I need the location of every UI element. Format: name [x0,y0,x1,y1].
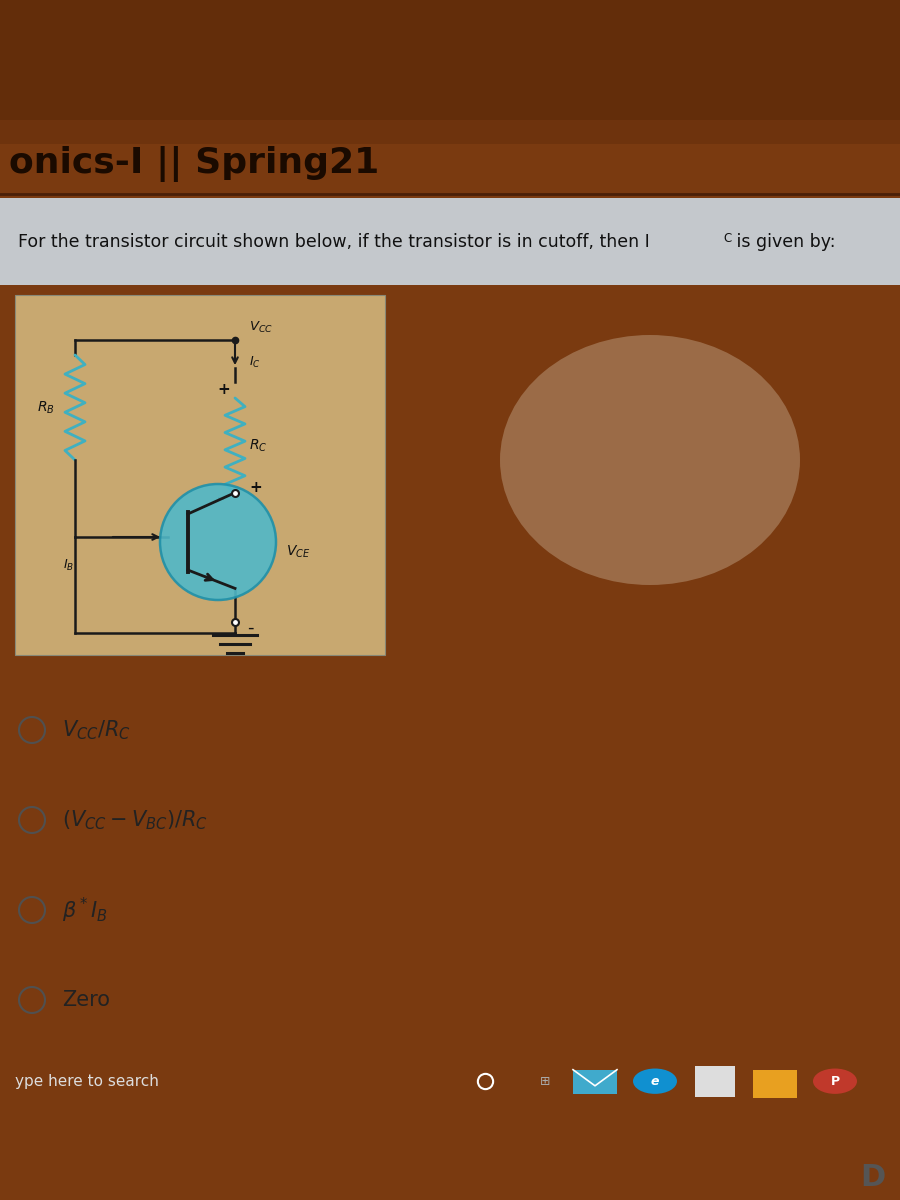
Circle shape [633,1068,677,1094]
Bar [753,1069,797,1098]
Text: $R_B$: $R_B$ [37,400,55,415]
Text: Zero: Zero [62,990,110,1010]
Ellipse shape [500,335,800,584]
Polygon shape [573,1069,617,1094]
Text: -: - [217,488,225,508]
Text: $V_{CC}/R_C$: $V_{CC}/R_C$ [62,718,131,742]
Text: $R_C$: $R_C$ [249,437,267,454]
Text: $\beta^*I_B$: $\beta^*I_B$ [62,895,108,924]
Text: ype here to search: ype here to search [15,1074,159,1088]
Circle shape [813,1068,857,1094]
Text: For the transistor circuit shown below, if the transistor is in cutoff, then I: For the transistor circuit shown below, … [18,233,650,251]
Bar [0,120,900,240]
Text: $I_B$: $I_B$ [63,558,74,572]
Text: ⊞: ⊞ [540,1075,550,1087]
Text: +: + [249,480,262,496]
Text: e: e [651,1075,659,1087]
Text: $V_{CE}$: $V_{CE}$ [286,544,310,560]
Bar [15,295,385,655]
Bar [695,1066,735,1097]
Text: P: P [831,1075,840,1087]
Bar [0,0,900,144]
Text: -: - [247,619,254,637]
Text: D: D [860,1163,886,1192]
Text: is given by:: is given by: [731,233,835,251]
Text: $I_C$: $I_C$ [249,354,261,370]
Text: $V_{CC}$: $V_{CC}$ [249,320,273,335]
Bar [0,198,900,284]
Text: $(V_{CC}-V_{BC})/R_C$: $(V_{CC}-V_{BC})/R_C$ [62,809,208,832]
Text: +: + [217,383,230,397]
Circle shape [160,484,276,600]
Text: onics-I || Spring21: onics-I || Spring21 [9,145,379,181]
Text: C: C [724,232,732,245]
